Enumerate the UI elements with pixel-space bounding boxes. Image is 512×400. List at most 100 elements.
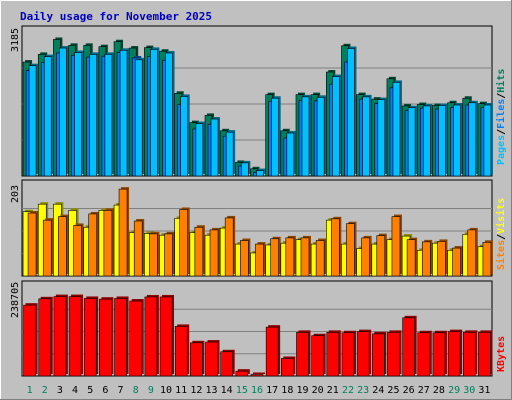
sites-bar-day-17 (270, 236, 281, 277)
day-label-27: 27 (418, 385, 430, 396)
kbytes-bar-day-1 (23, 303, 38, 377)
pages-bar-day-19 (301, 94, 311, 177)
kbytes-bar-day-26 (402, 315, 417, 377)
pages-bar-day-29 (453, 103, 463, 177)
legend-pages: Pages (496, 135, 507, 165)
pages-bar-day-22 (347, 46, 357, 177)
kbytes-bar-day-16 (250, 372, 265, 377)
legend-kbytes: KBytes (496, 336, 507, 372)
kbytes-bar-day-2 (38, 296, 53, 377)
day-label-23: 23 (357, 385, 369, 396)
kbytes-bar-day-9 (144, 294, 159, 377)
legend-files: Files (495, 99, 507, 129)
pages-bar-day-4 (74, 50, 84, 177)
pages-bar-day-23 (362, 94, 372, 177)
visits-ymax-label: 203 (10, 185, 21, 203)
sites-bar-day-11 (179, 207, 190, 277)
pages-bar-day-16 (256, 168, 266, 177)
day-label-15: 15 (236, 385, 248, 396)
sites-bar-day-3 (58, 214, 69, 277)
day-label-26: 26 (403, 385, 415, 396)
day-label-29: 29 (448, 385, 460, 396)
sites-bar-day-27 (421, 239, 433, 277)
day-label-11: 11 (175, 385, 187, 396)
day-label-28: 28 (433, 385, 445, 396)
kbytes-bar-day-6 (99, 297, 114, 377)
legend-hits: Hits (495, 69, 507, 93)
sites-bar-day-29 (452, 246, 463, 277)
sites-bar-day-18 (285, 235, 296, 277)
kbytes-bar-day-31 (478, 330, 493, 377)
pages-bar-day-9 (150, 47, 160, 177)
pages-bar-day-30 (468, 100, 478, 177)
sites-bar-day-12 (194, 225, 205, 277)
sites-bar-day-16 (255, 242, 266, 277)
sites-bar-day-19 (300, 235, 311, 277)
day-label-31: 31 (478, 385, 490, 396)
kbytes-bar-day-29 (447, 329, 463, 377)
legend-pages-files-hits: Pages/Files/Hits (495, 69, 507, 165)
day-label-16: 16 (251, 385, 263, 396)
pages-bar-day-13 (210, 117, 221, 177)
sites-bar-day-4 (73, 223, 84, 277)
sites-bar-day-6 (103, 208, 114, 277)
pages-bar-day-28 (438, 103, 448, 177)
pages-bar-day-17 (271, 96, 281, 177)
kbytes-bar-day-28 (432, 330, 447, 377)
pages-bar-day-15 (241, 160, 251, 177)
kbytes-bar-day-3 (53, 294, 68, 377)
pages-bar-day-31 (483, 103, 493, 177)
day-label-20: 20 (312, 385, 324, 396)
sites-bar-day-5 (88, 211, 99, 277)
hits-files-pages-panel (21, 25, 493, 177)
day-label-7: 7 (118, 385, 124, 396)
sites-bar-day-8 (133, 219, 145, 277)
day-label-1: 1 (27, 385, 33, 396)
day-label-9: 9 (148, 385, 154, 396)
pages-bar-day-10 (165, 51, 175, 177)
pages-bar-day-27 (422, 103, 433, 177)
svg-text:KBytes: KBytes (496, 336, 507, 372)
kbytes-panel (21, 280, 493, 377)
pages-bar-day-14 (225, 130, 236, 177)
day-label-13: 13 (205, 385, 217, 396)
pages-bar-day-7 (119, 48, 130, 177)
legend-visits: Visits (495, 198, 507, 234)
kbytes-bar-day-7 (114, 296, 129, 377)
day-label-3: 3 (57, 385, 63, 396)
legend-sites-visits: Sites/Visits (495, 198, 507, 270)
pages-bar-day-20 (316, 95, 327, 177)
kbytes-bar-day-15 (235, 369, 250, 377)
day-label-4: 4 (72, 385, 78, 396)
kbytes-bar-day-19 (296, 330, 311, 377)
kbytes-bar-day-5 (83, 296, 99, 377)
kbytes-bar-day-12 (190, 340, 205, 377)
kbytes-bar-day-4 (68, 294, 84, 377)
hits-ymax-label: 3185 (10, 28, 21, 52)
day-label-19: 19 (296, 385, 308, 396)
kbytes-bar-day-18 (281, 356, 296, 377)
visits-sites-panel (21, 179, 493, 277)
sites-bar-day-30 (467, 227, 478, 277)
sites-bar-day-28 (437, 239, 448, 277)
sites-bar-day-9 (149, 231, 160, 277)
kbytes-bar-day-8 (129, 299, 144, 377)
kbytes-ymax-label: 238705 (10, 282, 21, 318)
kbytes-bar-day-23 (356, 329, 372, 377)
sites-bar-day-7 (118, 187, 130, 277)
sites-bar-day-26 (406, 237, 418, 277)
svg-text:Pages/Files/Hits: Pages/Files/Hits (495, 69, 507, 165)
pages-bar-day-26 (407, 105, 418, 177)
day-label-10: 10 (160, 385, 172, 396)
day-label-5: 5 (87, 385, 93, 396)
day-label-24: 24 (372, 385, 384, 396)
kbytes-bar-day-21 (326, 330, 341, 377)
chart-title: Daily usage for November 2025 (20, 10, 212, 23)
day-label-6: 6 (102, 385, 108, 396)
kbytes-bar-day-20 (311, 333, 326, 377)
kbytes-bar-day-22 (341, 330, 356, 377)
day-label-2: 2 (42, 385, 48, 396)
sites-bar-day-13 (209, 227, 221, 277)
pages-bar-day-2 (43, 54, 54, 177)
sites-bar-day-25 (391, 214, 402, 277)
